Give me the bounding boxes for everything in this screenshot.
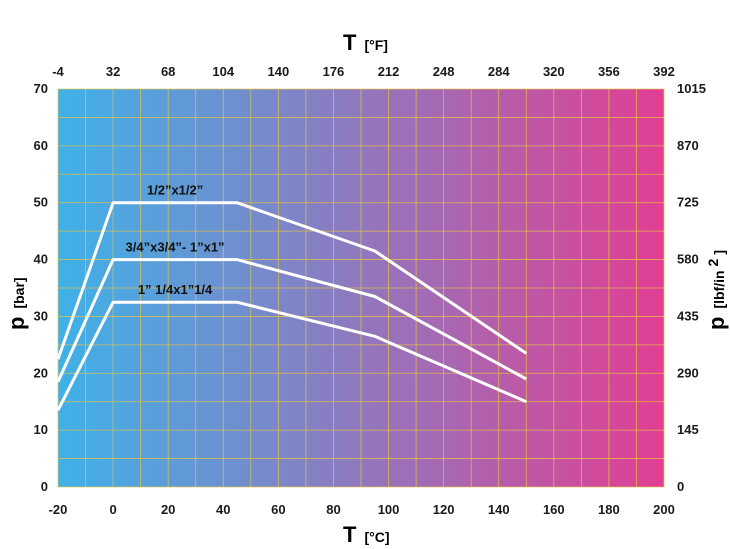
x-bottom-tick-label: 20 [161,502,175,517]
x-top-tick-label: 68 [161,64,175,79]
x-bottom-tick-label: 100 [378,502,400,517]
y-right-tick-label: 145 [677,422,699,437]
x-top-tick-label: 320 [543,64,565,79]
x-bottom-tick-label: 0 [109,502,116,517]
y-right-tick-label: 435 [677,308,699,323]
y-right-tick-label: 870 [677,138,699,153]
series-lines [56,201,528,411]
x-top-tick-label: 212 [378,64,400,79]
y-right-tick-label: 725 [677,195,699,210]
x-top-tick-label: 248 [433,64,455,79]
x-bottom-tick-label: 160 [543,502,565,517]
y-right-tick-label: 580 [677,252,699,267]
y-right-tick-label: 0 [677,479,684,494]
series-line-3 [56,300,527,411]
series-label-3: 1” 1/4x1”1/4 [138,282,213,297]
y-left-tick-label: 60 [34,138,48,153]
labels: -20 0 20 40 60 80 100 120 140 160 180 200-4 32 68 104 1… [34,64,706,517]
bottom-axis-title: T [°C] [343,522,390,547]
grid [57,88,665,488]
series-label-2: 3/4”x3/4”- 1”x1” [126,240,225,255]
y-left-tick-label: 50 [34,195,48,210]
x-bottom-tick-label: 80 [326,502,340,517]
x-bottom-tick-label: 180 [598,502,620,517]
y-left-tick-label: 0 [41,479,48,494]
y-right-tick-label: 290 [677,365,699,380]
x-bottom-tick-label: 60 [271,502,285,517]
x-top-tick-label: 392 [653,64,675,79]
y-right-tick-label: 1015 [677,81,706,96]
y-left-tick-label: 20 [34,365,48,380]
left-axis-title: p [bar] [4,277,29,330]
y-left-tick-label: 30 [34,308,48,323]
series-line-2 [56,258,528,383]
top-axis-title: T [°F] [343,30,388,55]
x-bottom-tick-label: -20 [49,502,68,517]
x-top-tick-label: 284 [488,64,510,79]
y-left-tick-label: 40 [34,252,48,267]
x-bottom-tick-label: 40 [216,502,230,517]
series-line-1 [56,201,528,360]
x-top-tick-label: -4 [52,64,64,79]
x-bottom-tick-label: 120 [433,502,455,517]
y-left-tick-label: 70 [34,81,48,96]
x-bottom-tick-label: 140 [488,502,510,517]
x-bottom-tick-label: 200 [653,502,675,517]
x-top-tick-label: 32 [106,64,120,79]
x-top-tick-label: 356 [598,64,620,79]
y-left-tick-label: 10 [34,422,48,437]
x-top-tick-label: 140 [268,64,290,79]
x-top-tick-label: 176 [323,64,345,79]
x-top-tick-label: 104 [212,64,234,79]
series-label-1: 1/2”x1/2” [147,183,203,198]
right-axis-title: p [lbf/in 2 ] [704,250,729,330]
